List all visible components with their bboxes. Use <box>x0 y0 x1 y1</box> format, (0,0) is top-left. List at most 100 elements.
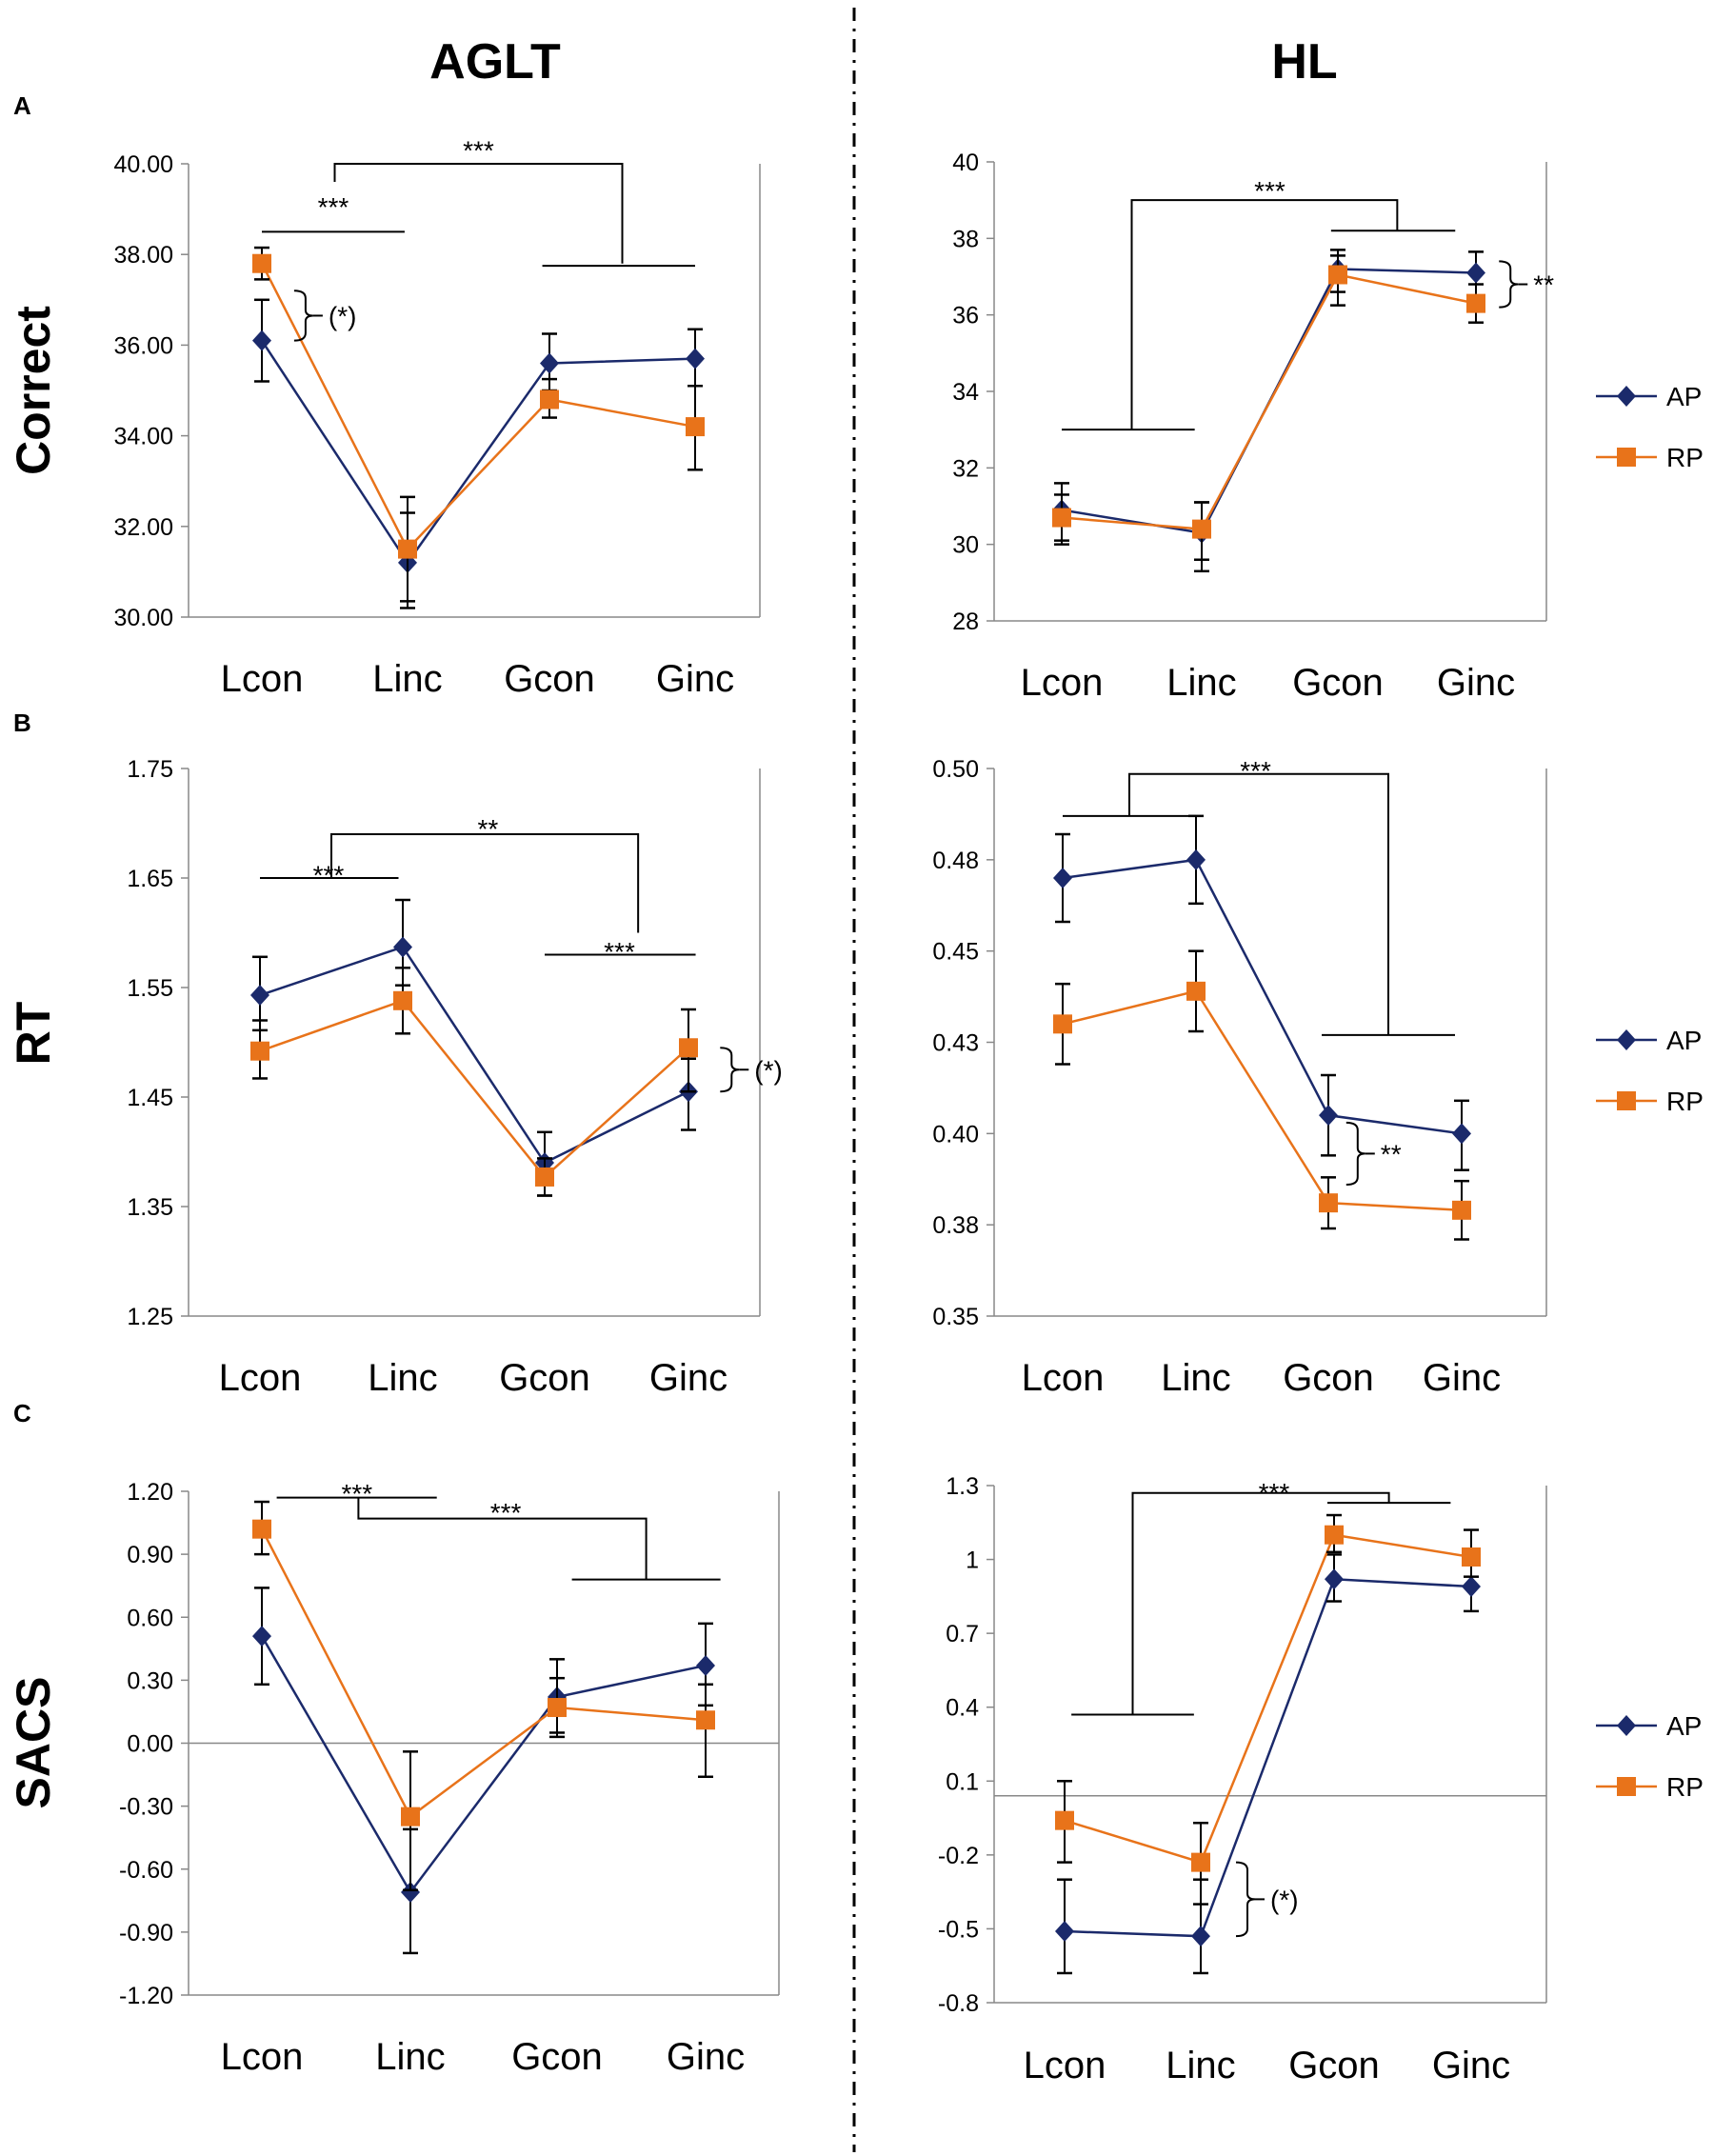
significance-bracket <box>1131 1491 1390 1715</box>
y-tick-label: -0.30 <box>119 1794 173 1821</box>
series-line-ap <box>260 1635 707 1895</box>
significance-brace-label: (*) <box>754 1055 783 1085</box>
y-tick-label: 0.43 <box>932 1030 979 1057</box>
data-point-ap <box>1462 1576 1481 1598</box>
x-tick-label: Gcon <box>1292 662 1384 704</box>
panel-letter-c: C <box>13 1399 31 1427</box>
data-point-rp <box>1052 508 1071 528</box>
x-tick-label: Gcon <box>511 2036 603 2078</box>
x-tick-label: Linc <box>1166 2045 1235 2086</box>
significance-brace <box>1499 260 1519 309</box>
significance-stars: *** <box>490 1498 522 1527</box>
chart-aglt-sacs: -1.20 -0.90 -0.60 -0.30 0.00 0.30 0.60 0.90 1.20… <box>119 1479 780 2078</box>
legend-marker-rp <box>1617 448 1636 467</box>
y-tick-label: 1 <box>966 1547 979 1574</box>
significance-stars: *** <box>313 860 345 889</box>
y-tick-label: 0.60 <box>127 1605 173 1631</box>
y-tick-label: 0.50 <box>932 756 979 783</box>
significance-brace <box>1235 1861 1256 1938</box>
y-tick-label: 0.4 <box>946 1695 979 1722</box>
y-tick-label: -0.2 <box>938 1843 979 1869</box>
x-tick-label: Gcon <box>1288 2045 1380 2086</box>
x-tick-label: Lcon <box>1022 1357 1105 1399</box>
data-point-ap <box>1319 1105 1338 1127</box>
data-point-rp <box>1462 1547 1481 1567</box>
y-tick-label: 1.75 <box>127 756 173 783</box>
panel-letter-a: A <box>13 91 31 120</box>
y-tick-label: -1.20 <box>119 1983 173 2009</box>
data-point-ap <box>540 352 559 374</box>
data-point-rp <box>696 1710 715 1730</box>
data-point-rp <box>401 1807 420 1827</box>
y-tick-label: 0.90 <box>127 1542 173 1568</box>
significance-stars: *** <box>1240 756 1271 786</box>
significance-stars: *** <box>604 937 635 967</box>
data-point-rp <box>1055 1810 1074 1830</box>
y-tick-label: 0.1 <box>946 1768 979 1795</box>
chart-hl-sacs: -0.8 -0.5 -0.2 0.1 0.4 0.7 1 1.3 Lcon Linc Gcon Gin… <box>938 1473 1704 2086</box>
x-tick-label: Gcon <box>1283 1357 1374 1399</box>
y-tick-label: 32 <box>952 455 979 482</box>
significance-stars: *** <box>1254 176 1286 206</box>
legend-label-rp: RP <box>1666 1772 1704 1802</box>
chart-hl-rt: 0.35 0.38 0.40 0.43 0.45 0.48 0.50 Lcon Linc Gcon… <box>932 756 1704 1399</box>
legend-marker-ap <box>1617 1715 1636 1736</box>
y-tick-label: 40 <box>952 150 979 176</box>
y-tick-label: 1.55 <box>127 975 173 1002</box>
legend-label-ap: AP <box>1666 382 1702 411</box>
data-point-rp <box>535 1167 554 1187</box>
chart-aglt-correct: 30.00 32.00 34.00 36.00 38.00 40.00 Lcon Linc Gc… <box>113 135 761 700</box>
x-tick-label: Lcon <box>221 2036 304 2078</box>
series-line-rp <box>1062 989 1463 1212</box>
y-tick-label: 36.00 <box>113 332 173 359</box>
data-point-ap <box>401 1881 420 1903</box>
significance-stars: ** <box>478 814 499 844</box>
series-line-rp <box>259 999 689 1179</box>
y-tick-label: -0.8 <box>938 1990 979 2017</box>
significance-brace-label: (*) <box>1270 1885 1299 1914</box>
data-point-ap <box>686 348 705 369</box>
data-point-ap <box>1325 1568 1344 1590</box>
data-point-ap <box>1452 1123 1471 1145</box>
data-point-ap <box>252 1626 271 1647</box>
series-line-ap <box>1061 268 1477 534</box>
data-point-rp <box>1452 1200 1471 1220</box>
data-point-rp <box>1325 1525 1344 1545</box>
chart-aglt-rt: 1.25 1.35 1.45 1.55 1.65 1.75 Lcon Linc Gcon Ginc… <box>127 756 783 1399</box>
data-point-ap <box>1466 262 1485 284</box>
data-point-ap <box>252 329 271 351</box>
legend-marker-rp <box>1617 1777 1636 1796</box>
y-tick-label: -0.90 <box>119 1920 173 1946</box>
data-point-rp <box>1191 1852 1210 1872</box>
series-line-rp <box>260 263 696 551</box>
significance-brace <box>1345 1121 1365 1186</box>
y-tick-label: 1.65 <box>127 866 173 892</box>
significance-brace-label: (*) <box>329 301 357 330</box>
significance-bracket <box>357 1497 648 1580</box>
panel-letter-b: B <box>13 709 31 737</box>
data-point-rp <box>548 1698 567 1718</box>
data-point-ap <box>1191 1926 1210 1947</box>
y-tick-label: 34.00 <box>113 424 173 450</box>
y-tick-label: -0.60 <box>119 1857 173 1884</box>
legend-label-ap: AP <box>1666 1711 1702 1741</box>
y-tick-label: 1.35 <box>127 1194 173 1221</box>
significance-bracket <box>333 163 624 264</box>
significance-bracket <box>1130 199 1399 430</box>
data-point-rp <box>252 253 271 273</box>
data-point-rp <box>540 389 559 409</box>
x-tick-label: Ginc <box>1432 2045 1510 2086</box>
y-tick-label: 0.48 <box>932 848 979 874</box>
row-label-rt: RT <box>7 1002 60 1066</box>
data-point-ap <box>1053 868 1072 888</box>
y-tick-label: 0.7 <box>946 1621 979 1647</box>
y-tick-label: 1.20 <box>127 1479 173 1506</box>
data-point-ap <box>393 936 412 958</box>
data-point-rp <box>679 1038 698 1058</box>
y-tick-label: 1.45 <box>127 1085 173 1111</box>
data-point-rp <box>393 990 412 1010</box>
series-line-rp <box>1061 273 1477 530</box>
series-line-rp <box>1064 1533 1472 1865</box>
data-point-rp <box>252 1519 271 1539</box>
y-tick-label: 0.38 <box>932 1212 979 1239</box>
